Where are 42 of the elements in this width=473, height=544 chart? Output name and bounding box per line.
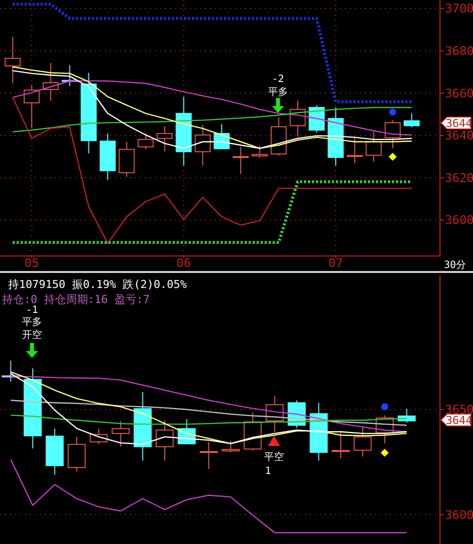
candlestick xyxy=(118,141,135,178)
annotation: -2 xyxy=(272,74,284,85)
candlestick xyxy=(384,120,401,149)
candlestick xyxy=(354,426,372,458)
candlestick xyxy=(332,431,350,459)
y-tick-label: 3680 xyxy=(445,44,473,58)
y-tick-label: 3600 xyxy=(445,508,473,522)
x-tick-label: 06 xyxy=(176,256,191,270)
y-tick-label: 3650 xyxy=(445,402,473,417)
line-series xyxy=(12,96,412,244)
y-tick-label: 3700 xyxy=(445,2,473,16)
text: 持仓:0 持仓周期:16 盈亏:7 xyxy=(2,293,150,306)
line-series xyxy=(12,106,412,132)
candlestick xyxy=(346,136,363,164)
candlestick xyxy=(194,124,211,166)
candlestick xyxy=(138,133,154,150)
candlestick xyxy=(24,84,40,129)
y-tick-label: 3620 xyxy=(445,170,473,185)
annotation: -1 xyxy=(26,305,38,316)
candlestick xyxy=(156,126,173,152)
candlestick xyxy=(156,420,174,462)
candlestick xyxy=(404,112,420,128)
candlestick xyxy=(68,436,86,472)
candlestick xyxy=(200,441,218,470)
candlestick xyxy=(112,420,130,448)
x-tick-label: 07 xyxy=(328,256,343,270)
annotation: 1 xyxy=(264,466,272,477)
candlestick xyxy=(252,145,268,158)
candlestick xyxy=(366,130,382,162)
chart-title: 持1079150 振0.19% 跌(2)0.05% xyxy=(8,278,188,291)
annotation: 平多 xyxy=(268,86,288,98)
candlestick xyxy=(4,36,21,84)
x-tick-label: 05 xyxy=(24,256,39,270)
y-tick-label: 3660 xyxy=(445,86,473,100)
annotation: 平空 xyxy=(264,451,284,463)
y-tick-label: 3640 xyxy=(445,128,473,143)
candlestick xyxy=(232,146,249,175)
candlestick xyxy=(222,440,240,453)
text: 30分 xyxy=(444,259,466,271)
annotation: 平多 xyxy=(22,316,42,328)
annotation: 开空 xyxy=(22,329,42,341)
y-tick-label: 3600 xyxy=(445,213,473,228)
